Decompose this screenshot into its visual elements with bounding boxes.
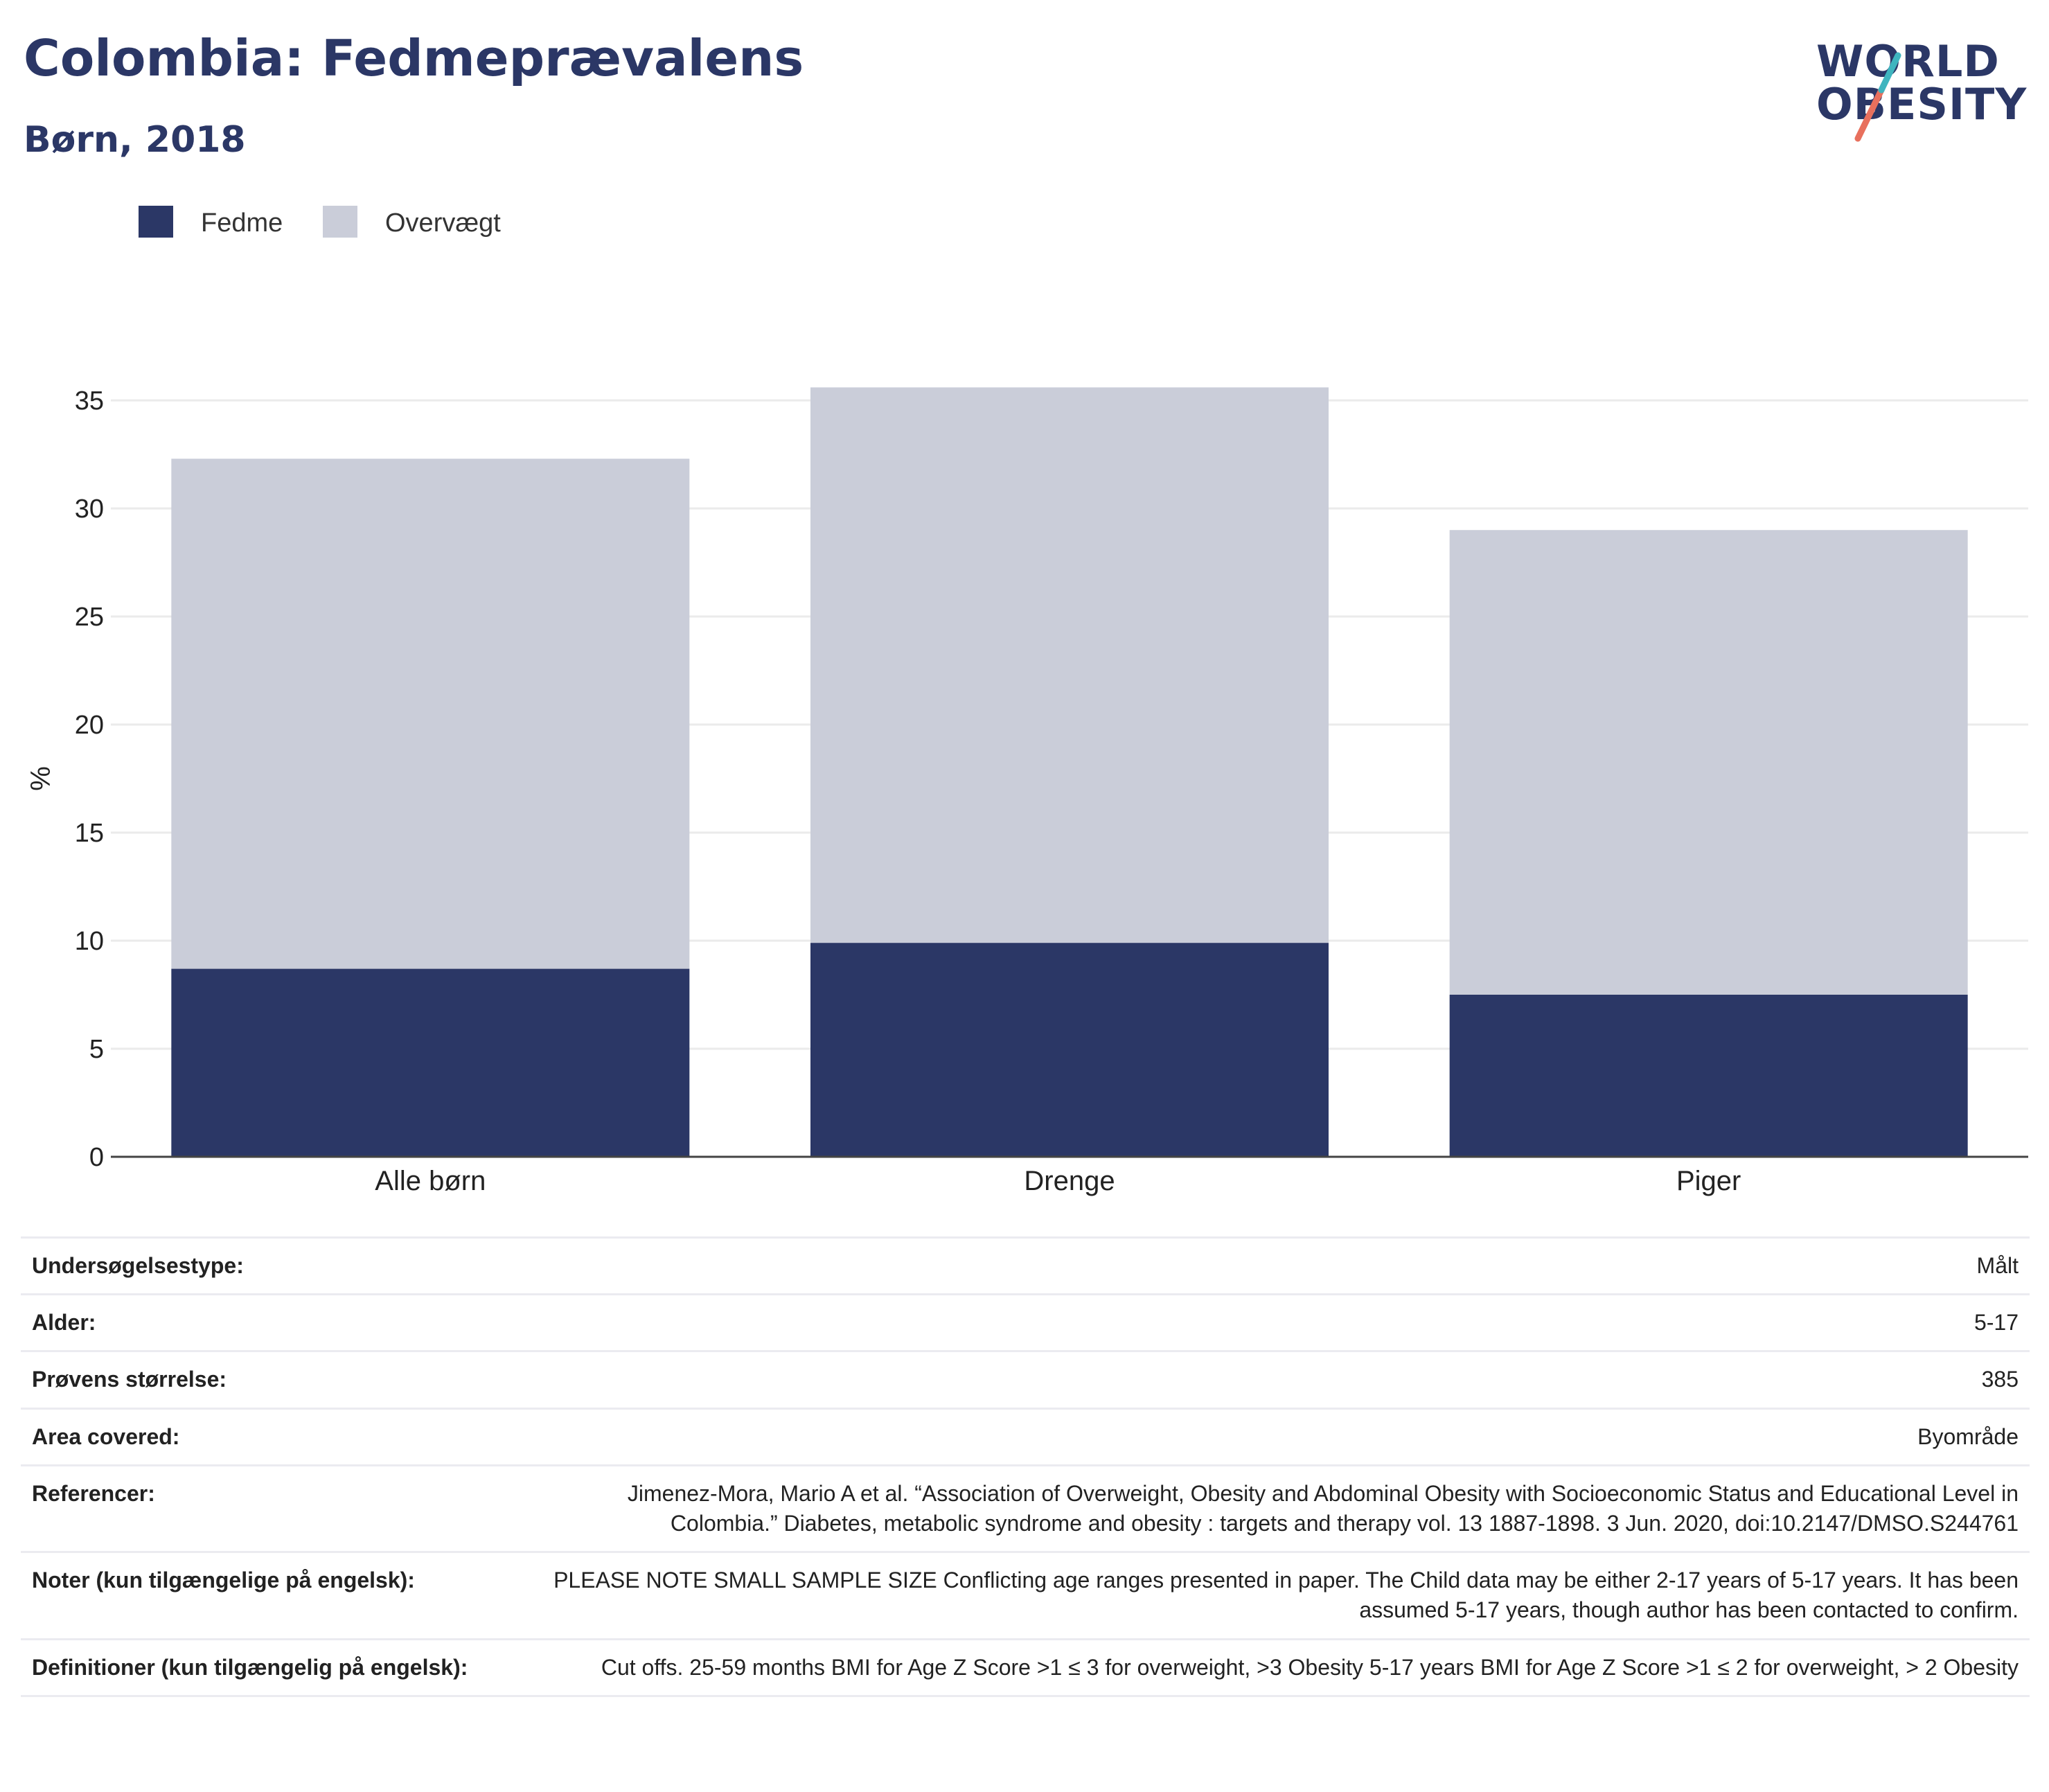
legend-label-fedme: Fedme <box>201 209 283 238</box>
logo-slash-icon <box>1854 52 1901 142</box>
x-tick-label: Drenge <box>1024 1166 1115 1196</box>
x-tick-label: Alle børn <box>375 1166 486 1196</box>
info-value: Målt <box>528 1236 2030 1295</box>
info-row: Noter (kun tilgængelige på engelsk): PLEA… <box>21 1551 2030 1639</box>
survey-info-table: Undersøgelsestype: Målt Alder: 5-17 Prøvens … <box>21 1236 2030 1697</box>
info-key: Prøvens størrelse: <box>21 1350 528 1409</box>
y-tick-label: 25 <box>75 603 104 632</box>
info-value: Cut offs. 25-59 months BMI for Age Z Sco… <box>528 1638 2030 1697</box>
y-tick-label: 5 <box>89 1035 104 1064</box>
info-row: Referencer: Jimenez-Mora, Mario A et al. … <box>21 1464 2030 1552</box>
info-key: Alder: <box>21 1293 528 1351</box>
y-tick-label: 10 <box>75 927 104 956</box>
y-axis-title: % <box>26 766 56 791</box>
info-key: Definitioner (kun tilgængelig på engelsk… <box>21 1638 528 1697</box>
y-tick-label: 0 <box>89 1143 104 1172</box>
logo-word-obesity: OBESITY <box>1816 79 2028 130</box>
y-tick-label: 20 <box>75 711 104 740</box>
info-row: Alder: 5-17 <box>21 1293 2030 1351</box>
info-value: PLEASE NOTE SMALL SAMPLE SIZE Conflictin… <box>528 1551 2030 1639</box>
bar-fedme-piger <box>1449 995 1968 1157</box>
info-row: Undersøgelsestype: Målt <box>21 1236 2030 1295</box>
page-subtitle: Børn, 2018 <box>24 119 246 161</box>
info-key: Area covered: <box>21 1407 528 1466</box>
logo-word-world: WORLD <box>1816 36 2000 87</box>
info-value: Jimenez-Mora, Mario A et al. “Associatio… <box>528 1464 2030 1552</box>
info-key: Referencer: <box>21 1464 528 1552</box>
page-title: Colombia: Fedmeprævalens <box>24 29 804 87</box>
stacked-bar-chart: 0 5 10 15 20 25 30 35% Alle børn Drenge Piger <box>26 387 2028 1196</box>
bar-overv-gt-alle-b-rn <box>171 459 690 969</box>
info-value: 385 <box>528 1350 2030 1409</box>
legend-swatch-fedme <box>139 206 173 238</box>
bar-fedme-drenge <box>810 943 1329 1157</box>
info-value: 5-17 <box>528 1293 2030 1351</box>
legend-label-overvaegt: Overvægt <box>385 209 501 238</box>
info-key: Undersøgelsestype: <box>21 1236 528 1295</box>
world-obesity-logo: WORLD OBESITY <box>1808 21 2037 145</box>
y-tick-label: 35 <box>75 387 104 416</box>
info-value: Byområde <box>528 1407 2030 1466</box>
info-key: Noter (kun tilgængelige på engelsk): <box>21 1551 528 1639</box>
bar-overv-gt-drenge <box>810 387 1329 943</box>
y-tick-label: 15 <box>75 819 104 848</box>
info-row: Area covered: Byområde <box>21 1407 2030 1466</box>
legend-swatch-overvaegt <box>323 206 357 238</box>
y-tick-label: 30 <box>75 495 104 524</box>
info-row: Prøvens størrelse: 385 <box>21 1350 2030 1409</box>
info-row: Definitioner (kun tilgængelig på engelsk… <box>21 1638 2030 1697</box>
x-tick-label: Piger <box>1676 1166 1741 1196</box>
bar-fedme-alle-b-rn <box>171 968 690 1157</box>
bar-overv-gt-piger <box>1449 530 1968 995</box>
